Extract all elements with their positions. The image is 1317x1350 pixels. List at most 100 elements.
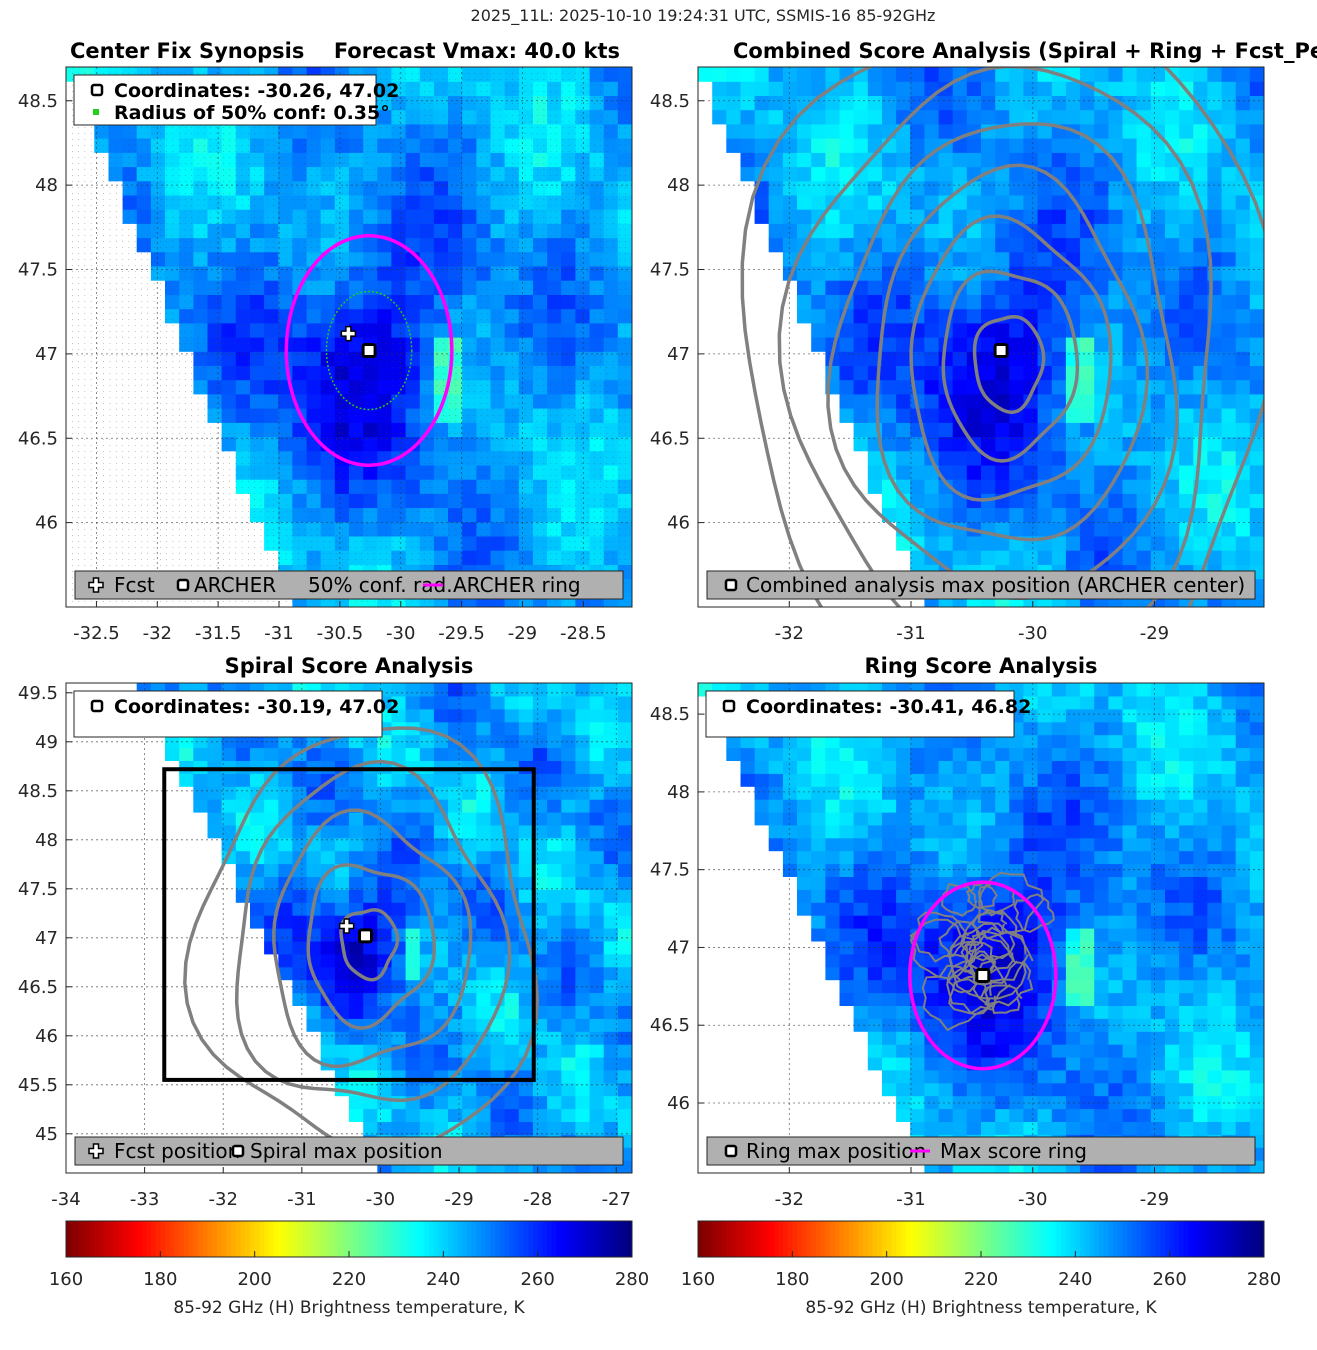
heatmap-cell bbox=[910, 67, 925, 82]
heatmap-cell bbox=[377, 337, 393, 352]
heatmap-cell bbox=[1193, 799, 1209, 813]
heatmap-cell bbox=[264, 123, 279, 139]
heatmap-cell bbox=[1051, 773, 1067, 787]
heatmap-cell bbox=[490, 493, 506, 509]
heatmap-cell bbox=[1094, 322, 1109, 338]
heatmap-cell bbox=[504, 760, 520, 774]
heatmap-cell bbox=[221, 265, 237, 281]
heatmap-cell bbox=[320, 902, 336, 916]
heatmap-cell bbox=[221, 166, 237, 182]
heatmap-cell bbox=[867, 734, 883, 749]
heatmap-cell bbox=[952, 166, 968, 182]
heatmap-cell bbox=[532, 1069, 548, 1084]
heatmap-cell bbox=[433, 837, 449, 852]
heatmap-cell bbox=[363, 799, 378, 813]
heatmap-cell bbox=[575, 67, 591, 82]
heatmap-cell bbox=[839, 773, 855, 787]
heatmap-cell bbox=[1094, 351, 1109, 366]
heatmap-cell bbox=[1221, 308, 1237, 324]
heatmap-cell bbox=[910, 550, 925, 565]
heatmap-cell bbox=[292, 824, 308, 839]
heatmap-cell bbox=[575, 1031, 591, 1045]
heatmap-cell bbox=[1136, 152, 1152, 168]
heatmap-cell bbox=[377, 237, 393, 253]
heatmap-cell bbox=[981, 422, 996, 438]
heatmap-cell bbox=[221, 422, 237, 438]
heatmap-cell bbox=[391, 123, 407, 139]
heatmap-cell bbox=[603, 966, 619, 981]
heatmap-cell bbox=[1065, 979, 1081, 994]
heatmap-cell bbox=[136, 223, 152, 239]
heatmap-cell bbox=[575, 979, 591, 994]
heatmap-cell bbox=[235, 863, 251, 877]
heatmap-cell bbox=[1207, 393, 1223, 409]
heatmap-cell bbox=[363, 436, 378, 452]
heatmap-cell bbox=[867, 747, 883, 761]
heatmap-cell bbox=[405, 95, 421, 111]
heatmap-cell bbox=[882, 992, 897, 1006]
heatmap-cell bbox=[292, 365, 308, 381]
heatmap-cell bbox=[1207, 166, 1223, 182]
heatmap-cell bbox=[797, 123, 812, 139]
heatmap-cell bbox=[1009, 464, 1025, 480]
heatmap-cell bbox=[462, 337, 477, 352]
heatmap-cell bbox=[405, 123, 421, 139]
heatmap-cell bbox=[235, 773, 251, 787]
heatmap-cell bbox=[617, 708, 632, 723]
heatmap-cell bbox=[575, 280, 591, 295]
heatmap-cell bbox=[1136, 786, 1152, 800]
heatmap-cell bbox=[391, 265, 407, 281]
heatmap-cell bbox=[910, 1044, 925, 1058]
heatmap-cell bbox=[349, 223, 364, 239]
heatmap-cell bbox=[603, 1121, 619, 1135]
heatmap-cell bbox=[1235, 436, 1251, 452]
heatmap-cell bbox=[250, 351, 265, 366]
heatmap-cell bbox=[839, 337, 855, 352]
heatmap-cell bbox=[924, 1095, 940, 1110]
heatmap-cell bbox=[504, 379, 520, 395]
heatmap-cell bbox=[433, 979, 449, 994]
heatmap-cell bbox=[561, 152, 576, 168]
heatmap-cell bbox=[278, 294, 293, 310]
heatmap-cell bbox=[504, 265, 520, 281]
heatmap-cell bbox=[1136, 1108, 1152, 1122]
heatmap-cell bbox=[882, 953, 897, 968]
heatmap-cell bbox=[349, 992, 364, 1006]
heatmap-cell bbox=[1051, 422, 1067, 438]
heatmap-cell bbox=[1051, 915, 1067, 929]
heatmap-cell bbox=[589, 322, 605, 338]
heatmap-cell bbox=[575, 436, 591, 452]
heatmap-cell bbox=[811, 123, 826, 139]
heatmap-cell bbox=[1249, 152, 1264, 168]
heatmap-cell bbox=[1136, 436, 1152, 452]
heatmap-cell bbox=[1065, 138, 1081, 153]
heatmap-cell bbox=[349, 194, 364, 210]
heatmap-cell bbox=[1122, 889, 1138, 903]
heatmap-cell bbox=[561, 1095, 577, 1110]
heatmap-cell bbox=[1249, 902, 1264, 916]
heatmap-cell bbox=[1235, 915, 1251, 929]
heatmap-cell bbox=[896, 1031, 911, 1045]
heatmap-cell bbox=[193, 194, 209, 210]
heatmap-cell bbox=[490, 464, 506, 480]
heatmap-cell bbox=[811, 850, 826, 865]
heatmap-cell bbox=[221, 379, 237, 395]
heatmap-cell bbox=[1249, 393, 1264, 409]
heatmap-cell bbox=[603, 747, 619, 761]
heatmap-cell bbox=[981, 365, 996, 381]
heatmap-cell bbox=[981, 251, 996, 267]
heatmap-cell bbox=[1179, 180, 1194, 196]
heatmap-cell bbox=[966, 479, 982, 494]
heatmap-cell bbox=[1080, 322, 1095, 338]
heatmap-cell bbox=[391, 209, 407, 224]
heatmap-cell bbox=[782, 786, 798, 800]
heatmap-cell bbox=[405, 799, 421, 813]
heatmap-cell bbox=[1037, 265, 1053, 281]
heatmap-cell bbox=[1150, 521, 1166, 537]
heatmap-cell bbox=[589, 180, 605, 196]
heatmap-cell bbox=[1122, 81, 1138, 96]
heatmap-cell bbox=[938, 760, 954, 774]
heatmap-cell bbox=[1037, 992, 1053, 1006]
heatmap-cell bbox=[617, 1069, 632, 1084]
panel-center_fix: -32.5 -32 -31.5 -31 -30.5 -30 -29.5 -29 -28.5464… bbox=[18, 39, 633, 644]
